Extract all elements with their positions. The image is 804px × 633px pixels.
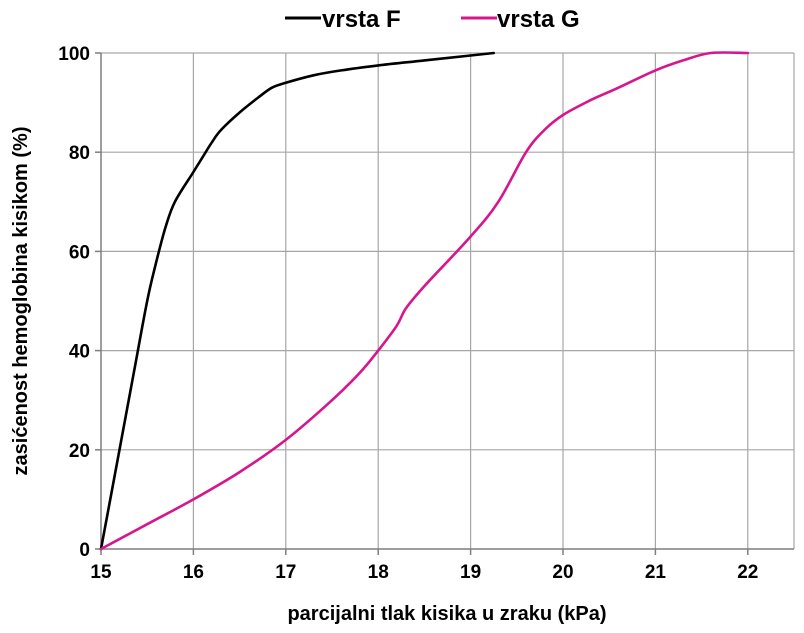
x-tick-label: 19: [460, 562, 481, 583]
y-tick-label: 100: [58, 44, 90, 65]
series-line-vrsta-f: [99, 51, 495, 551]
x-tick-label: 16: [183, 562, 204, 583]
x-tick-label: 22: [737, 562, 758, 583]
y-tick-label: 0: [79, 540, 90, 561]
axes: [95, 52, 794, 555]
legend: vrsta F vrsta G: [285, 6, 580, 33]
series-lines: [99, 51, 750, 551]
tick-labels: 15 16 17 18 19 20 21 22 0 20 40 60 80 100: [58, 44, 758, 583]
legend-label: vrsta F: [322, 6, 401, 33]
x-tick-label: 20: [552, 562, 573, 583]
y-tick-label: 80: [69, 143, 90, 164]
series-line-vrsta-g: [99, 51, 750, 551]
x-axis-title: parcijalni tlak kisika u zraku (kPa): [287, 603, 606, 625]
y-tick-label: 40: [69, 342, 90, 363]
y-tick-label: 20: [69, 441, 90, 462]
x-tick-label: 21: [645, 562, 667, 583]
y-axis-title: zasićenost hemoglobina kisikom (%): [10, 127, 32, 476]
x-tick-label: 18: [368, 562, 389, 583]
x-tick-label: 15: [90, 562, 112, 583]
x-tick-label: 17: [275, 562, 296, 583]
y-tick-label: 60: [69, 242, 90, 263]
legend-label: vrsta G: [497, 6, 580, 33]
grid: [101, 52, 795, 549]
